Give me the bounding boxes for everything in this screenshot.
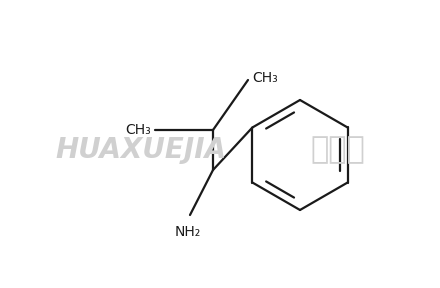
Text: CH₃: CH₃ bbox=[252, 71, 278, 85]
Text: 化学加: 化学加 bbox=[310, 135, 365, 164]
Text: CH₃: CH₃ bbox=[125, 123, 151, 137]
Text: NH₂: NH₂ bbox=[175, 225, 201, 239]
Text: HUAXUEJIA: HUAXUEJIA bbox=[55, 136, 226, 164]
